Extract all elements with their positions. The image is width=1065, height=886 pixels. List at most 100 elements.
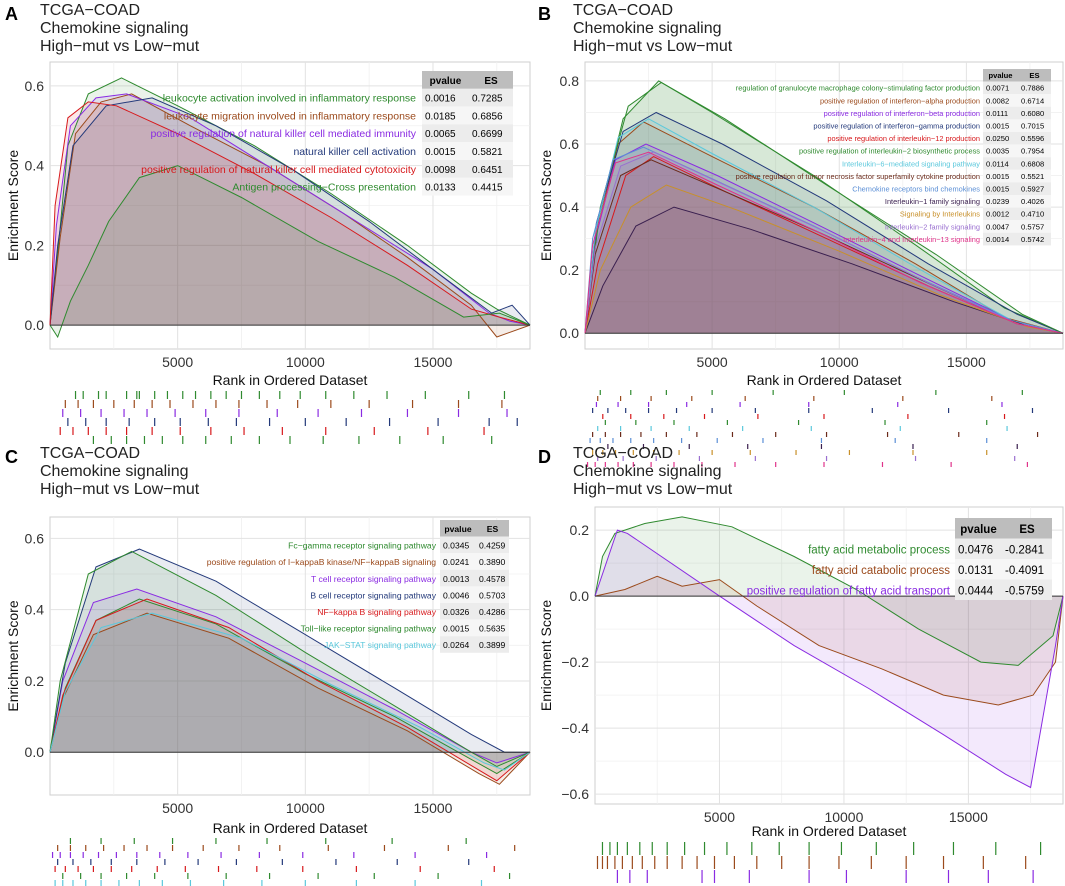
y-tick-label: 0.6: [25, 530, 45, 546]
y-tick-label: 0.2: [25, 673, 45, 689]
table-cell-es: 0.6808: [1021, 159, 1044, 168]
table-header-pvalue: pvalue: [988, 71, 1012, 80]
legend-label: Interleukin−2 family signaling: [885, 222, 980, 231]
y-tick-label: −0.6: [561, 786, 589, 802]
y-tick-label: 0.2: [560, 262, 580, 278]
table-cell-pvalue: 0.0476: [958, 544, 993, 556]
table-header-es: ES: [1029, 71, 1039, 80]
table-row-bg: [955, 579, 1052, 600]
legend-label: positive regulation of interleukin−2 bio…: [799, 147, 980, 156]
legend-label: fatty acid catabolic process: [812, 565, 950, 577]
table-row-bg: [983, 207, 1051, 221]
series-line: [594, 516, 1064, 666]
series-line: [594, 529, 1064, 789]
series-area: [585, 112, 1063, 334]
series-line: [49, 612, 531, 785]
table-cell-pvalue: 0.0114: [986, 159, 1009, 168]
series-area: [595, 516, 1063, 666]
table-cell-pvalue: 0.0047: [986, 222, 1009, 231]
table-row-bg: [983, 106, 1051, 120]
y-tick-label: 0.0: [25, 317, 45, 333]
table-cell-pvalue: 0.0015: [986, 184, 1009, 193]
legend-label: positive regulation of interferon−alpha …: [820, 96, 980, 105]
x-tick-label: 5000: [162, 800, 193, 816]
panel-title-line: High−mut vs Low−mut: [573, 38, 733, 55]
series-area: [50, 101, 530, 326]
x-tick-label: 10000: [820, 354, 859, 370]
legend-label: Antigen processing−Cross presentation: [232, 182, 416, 194]
table-row-bg: [422, 177, 513, 196]
table-cell-es: 0.4259: [479, 541, 506, 551]
table-cell-es: 0.5742: [1021, 235, 1044, 244]
panel-title-line: Chemokine signaling: [40, 463, 189, 480]
y-axis-label: Enrichment Score: [5, 150, 21, 261]
legend-label: positive regulation of natural killer ce…: [141, 164, 417, 176]
series-area: [585, 118, 1063, 334]
panel-label: D: [538, 447, 551, 467]
table-cell-pvalue: 0.0013: [443, 574, 470, 584]
table-cell-pvalue: 0.0444: [958, 585, 994, 597]
table-header-pvalue: pvalue: [430, 76, 462, 87]
table-row-bg: [440, 553, 509, 570]
table-row-bg: [983, 81, 1051, 95]
x-tick-label: 10000: [286, 800, 325, 816]
table-row-bg: [955, 559, 1052, 580]
legend-label: leukocyte activation involved in inflamm…: [163, 93, 416, 105]
table-cell-pvalue: 0.0014: [986, 235, 1009, 244]
series-area: [50, 599, 530, 781]
x-tick-label: 10000: [824, 809, 863, 825]
legend-label: B cell receptor signaling pathway: [310, 590, 436, 600]
panel-label: B: [538, 4, 551, 24]
series-area: [585, 159, 1063, 334]
table-cell-es: 0.4415: [472, 183, 503, 194]
table-row-bg: [983, 94, 1051, 107]
table-cell-pvalue: 0.0046: [443, 590, 470, 600]
table-cell-es: 0.4026: [1021, 197, 1044, 206]
series-line: [49, 612, 531, 771]
series-line: [49, 550, 531, 768]
table-row-bg: [955, 538, 1052, 559]
x-axis-label: Rank in Ordered Dataset: [747, 372, 902, 388]
panel-title-line: TCGA−COAD: [40, 445, 140, 462]
legend-label: positive regulation of natural killer ce…: [150, 128, 416, 140]
legend-label: T cell receptor signaling pathway: [311, 574, 437, 584]
x-tick-label: 5000: [162, 354, 193, 370]
table-header-es: ES: [487, 524, 499, 534]
series-area: [585, 147, 1063, 334]
table-header-pvalue: pvalue: [960, 524, 996, 536]
x-tick-label: 15000: [414, 354, 453, 370]
legend-label: leukocyte migration involved in inflamma…: [164, 110, 416, 122]
table-cell-es: 0.4578: [479, 574, 506, 584]
table-cell-es: 0.6080: [1021, 109, 1044, 118]
panel-title-line: TCGA−COAD: [573, 2, 673, 19]
legend-label: positive regulation of tumor necrosis fa…: [736, 172, 980, 181]
x-tick-label: 15000: [949, 809, 988, 825]
table-cell-pvalue: 0.0015: [986, 172, 1009, 181]
series-area: [585, 185, 1063, 334]
legend-label: positive regulation of I−kappaB kinase/N…: [207, 557, 437, 567]
panel-title-line: TCGA−COAD: [40, 2, 140, 19]
table-row-bg: [983, 119, 1051, 132]
table-cell-es: 0.6856: [472, 111, 503, 122]
panel-title-line: Chemokine signaling: [40, 20, 189, 37]
y-tick-label: 0.4: [25, 158, 45, 174]
table-row-bg: [422, 106, 513, 125]
table-cell-es: 0.7954: [1021, 147, 1044, 156]
table-row-bg: [983, 144, 1051, 158]
legend-label: positive regulation of interleukin−12 pr…: [827, 134, 980, 143]
table-cell-pvalue: 0.0241: [443, 557, 470, 567]
y-tick-label: 0.2: [25, 237, 45, 253]
panel-title-line: High−mut vs Low−mut: [40, 38, 200, 55]
series-area: [585, 152, 1063, 334]
table-row-bg: [422, 142, 513, 160]
table-header-bg: [983, 69, 1051, 82]
y-tick-label: 0.8: [560, 73, 580, 89]
legend-label: natural killer cell activation: [293, 146, 416, 158]
x-tick-label: 15000: [414, 800, 453, 816]
table-cell-es: 0.7285: [472, 94, 503, 105]
table-cell-pvalue: 0.0016: [425, 94, 456, 105]
table-cell-pvalue: 0.0082: [986, 96, 1009, 105]
panel-title-line: High−mut vs Low−mut: [40, 481, 200, 498]
table-cell-pvalue: 0.0065: [425, 129, 456, 140]
